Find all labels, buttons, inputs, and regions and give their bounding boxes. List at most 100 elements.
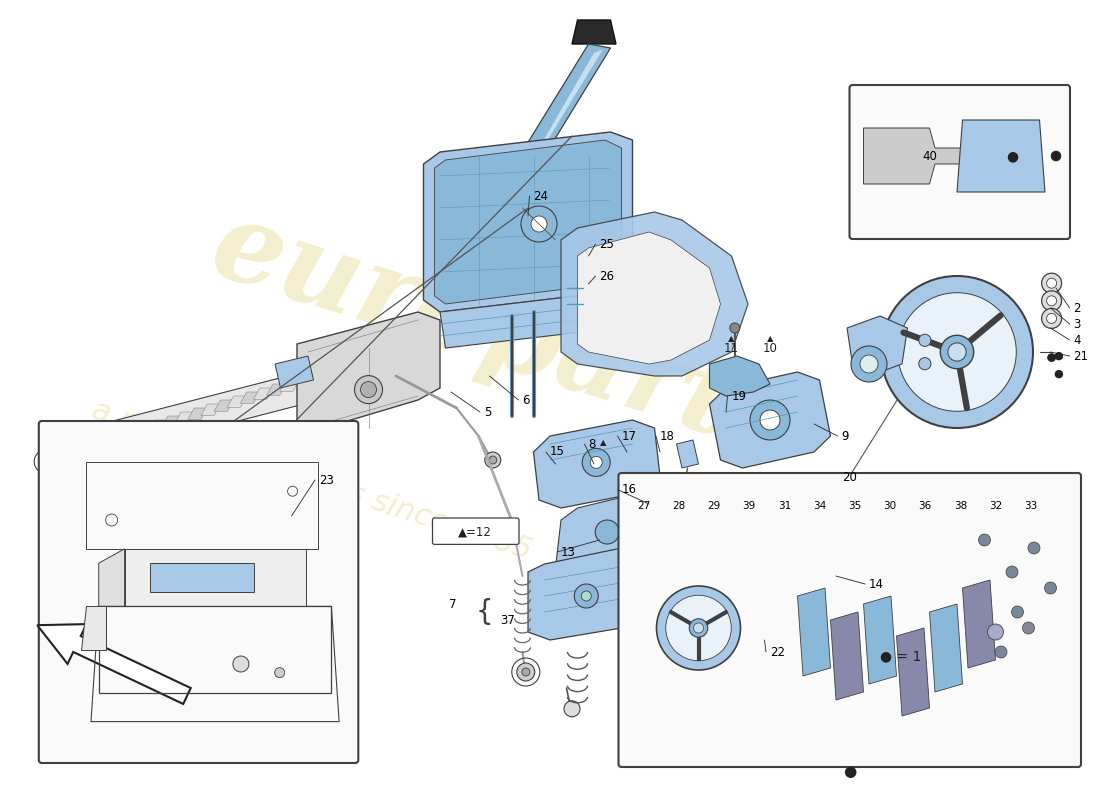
Circle shape [517, 663, 535, 681]
Text: 13: 13 [561, 546, 576, 558]
Text: {: { [475, 598, 493, 626]
Circle shape [1047, 354, 1056, 362]
Polygon shape [578, 232, 720, 364]
Polygon shape [710, 356, 770, 396]
Text: 4: 4 [1074, 334, 1081, 346]
Polygon shape [644, 560, 842, 656]
Polygon shape [798, 588, 830, 676]
Text: 7: 7 [449, 598, 456, 610]
Polygon shape [957, 120, 1045, 192]
Polygon shape [484, 44, 610, 208]
Text: 37: 37 [500, 614, 516, 626]
Polygon shape [556, 492, 660, 576]
Circle shape [1050, 151, 1062, 161]
Polygon shape [528, 548, 644, 640]
Text: 30: 30 [883, 502, 896, 511]
Polygon shape [151, 563, 254, 592]
Polygon shape [440, 292, 616, 348]
Polygon shape [424, 132, 632, 312]
Circle shape [608, 298, 613, 302]
Text: 9: 9 [842, 430, 849, 442]
Circle shape [729, 323, 740, 333]
Circle shape [1046, 296, 1057, 306]
Text: ●: ● [843, 765, 857, 779]
Text: 22: 22 [770, 646, 785, 658]
Circle shape [710, 655, 720, 665]
Polygon shape [188, 408, 208, 419]
Text: 31: 31 [778, 502, 791, 511]
Circle shape [750, 400, 790, 440]
Circle shape [1046, 278, 1057, 288]
Circle shape [1012, 606, 1023, 618]
Text: 33: 33 [1024, 502, 1037, 511]
Circle shape [666, 595, 732, 661]
Circle shape [729, 598, 745, 614]
Circle shape [851, 346, 887, 382]
Polygon shape [122, 428, 142, 439]
Polygon shape [162, 416, 182, 427]
Polygon shape [710, 372, 830, 468]
FancyBboxPatch shape [39, 421, 359, 763]
Polygon shape [279, 380, 299, 391]
Polygon shape [534, 420, 660, 508]
Text: europarts: europarts [198, 191, 807, 481]
Circle shape [605, 311, 616, 321]
Polygon shape [253, 388, 273, 399]
Text: 24: 24 [534, 190, 549, 202]
Text: 18: 18 [660, 430, 675, 442]
Text: 34: 34 [813, 502, 826, 511]
Circle shape [1045, 582, 1056, 594]
Text: 6: 6 [522, 394, 530, 406]
Text: 39: 39 [742, 502, 756, 511]
Text: 25: 25 [600, 238, 615, 250]
Text: 3: 3 [1074, 318, 1081, 330]
Circle shape [918, 334, 931, 346]
Text: 10: 10 [762, 342, 778, 354]
Circle shape [979, 534, 990, 546]
Circle shape [582, 448, 610, 476]
Polygon shape [241, 392, 260, 403]
Circle shape [657, 586, 740, 670]
Polygon shape [275, 356, 314, 388]
Polygon shape [214, 400, 233, 411]
Polygon shape [864, 596, 896, 684]
Text: ▲: ▲ [767, 334, 773, 343]
Text: ●: ● [1005, 149, 1019, 163]
FancyBboxPatch shape [618, 473, 1081, 767]
Polygon shape [864, 128, 1006, 184]
Text: 11: 11 [724, 342, 739, 354]
Polygon shape [201, 404, 220, 415]
Circle shape [1028, 542, 1040, 554]
Circle shape [488, 456, 497, 464]
Circle shape [361, 382, 376, 398]
Text: ●: ● [1054, 369, 1064, 378]
Text: ● = 1: ● = 1 [880, 649, 922, 663]
Circle shape [760, 410, 780, 430]
Polygon shape [506, 50, 603, 202]
Circle shape [521, 668, 530, 676]
Text: ▲: ▲ [600, 438, 606, 447]
Polygon shape [962, 580, 996, 668]
FancyBboxPatch shape [432, 518, 519, 544]
Text: 14: 14 [869, 578, 884, 590]
Text: 16: 16 [621, 483, 637, 496]
Polygon shape [135, 424, 155, 435]
Polygon shape [297, 312, 440, 436]
Text: 8: 8 [588, 438, 596, 450]
FancyBboxPatch shape [849, 85, 1070, 239]
Circle shape [918, 358, 931, 370]
Text: 26: 26 [600, 270, 615, 282]
Text: 27: 27 [637, 502, 650, 511]
Polygon shape [830, 612, 864, 700]
Text: 19: 19 [732, 390, 747, 402]
Polygon shape [99, 549, 124, 606]
Circle shape [531, 216, 547, 232]
Text: 36: 36 [918, 502, 932, 511]
Text: 29: 29 [707, 502, 721, 511]
Polygon shape [930, 604, 962, 692]
Polygon shape [80, 606, 107, 650]
Circle shape [485, 452, 501, 468]
Circle shape [860, 355, 878, 373]
Text: ▲=12: ▲=12 [459, 526, 492, 538]
Circle shape [354, 375, 383, 403]
